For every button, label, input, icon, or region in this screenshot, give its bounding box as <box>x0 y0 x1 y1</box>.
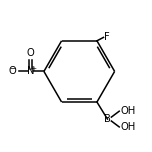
Text: +: + <box>31 66 37 72</box>
Text: O: O <box>8 66 16 76</box>
Text: O: O <box>27 48 35 58</box>
Text: B: B <box>104 114 111 124</box>
Text: N: N <box>27 66 35 76</box>
Text: OH: OH <box>121 106 136 116</box>
Text: F: F <box>104 32 110 42</box>
Text: OH: OH <box>121 122 136 132</box>
Text: −: − <box>10 66 16 72</box>
